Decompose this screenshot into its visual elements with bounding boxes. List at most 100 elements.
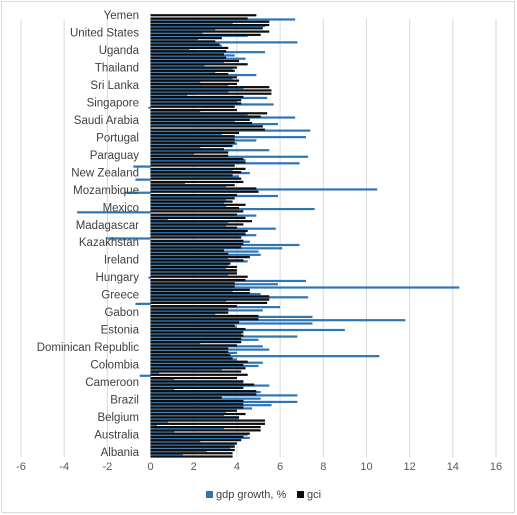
category-label: Thailand [95, 62, 139, 74]
bar-gci [150, 37, 222, 40]
bar-gci [150, 370, 242, 373]
bar-gci [150, 429, 261, 432]
bar-gci [150, 396, 222, 399]
x-tick-label: 10 [360, 461, 372, 473]
bar-gci [150, 161, 246, 164]
bar-gci [150, 122, 253, 125]
legend-label-gci: gci [307, 489, 321, 501]
bar-gci [150, 203, 246, 206]
x-tick-label: 6 [277, 461, 283, 473]
category-label: Saudi Arabia [74, 115, 140, 127]
bar-gci [150, 350, 229, 354]
x-tick-label: 2 [191, 461, 197, 473]
bar-gci [150, 301, 268, 304]
bar-gci [150, 200, 233, 203]
bar-gci [150, 148, 224, 151]
bar-gci [150, 295, 270, 298]
bar-gci [150, 72, 229, 76]
bar-gci [150, 265, 237, 269]
bar-gci [150, 259, 244, 262]
bar-gci [150, 445, 235, 448]
bar-gci [150, 102, 242, 105]
bar-gci [150, 193, 237, 197]
bar-gci [150, 305, 237, 308]
bar-gci [150, 390, 257, 393]
category-label: Hungary [96, 272, 140, 284]
bar-gci [150, 337, 242, 340]
bar-gci [150, 380, 244, 383]
bar-gci [150, 347, 229, 350]
bar-gci [150, 174, 233, 177]
bar-gci [150, 455, 233, 458]
category-labels: Albania Australia Belgium Brazil Cameroon Col… [37, 10, 140, 459]
category-label: Ireland [104, 255, 139, 267]
category-label: New Zealand [71, 167, 139, 179]
bar-gci [150, 435, 244, 439]
bar-gci [150, 412, 246, 416]
bar-gci [150, 298, 270, 301]
x-tick-label: 8 [320, 461, 326, 473]
legend-label-gdp-growth: gdp growth, % [216, 489, 287, 501]
bar-gci [150, 229, 248, 233]
bar-gci [150, 321, 240, 324]
bar-gci [150, 249, 224, 252]
bar-gci [150, 363, 244, 367]
bar-gci [150, 177, 242, 180]
bar-gci [150, 213, 237, 216]
bar-gci [150, 216, 246, 220]
bar-gci [150, 324, 235, 327]
bar-gdp-growth [77, 211, 151, 214]
bar-gdp-growth [150, 328, 345, 332]
category-label: Singapore [87, 97, 139, 109]
bar-gci [150, 220, 253, 223]
bar-gci [150, 357, 233, 360]
bar-gci [150, 403, 244, 406]
legend-swatch-gci [297, 491, 304, 498]
bar-gci [150, 360, 248, 363]
x-tick-label: -4 [59, 461, 69, 473]
bar-gdp-growth [133, 165, 151, 168]
category-label: Colombia [90, 360, 139, 372]
bar-gci [150, 66, 237, 69]
bar-gci [150, 239, 244, 242]
bar-gci [150, 89, 272, 92]
bar-gdp-growth [150, 286, 460, 289]
bar-gci [150, 376, 237, 380]
bar-gci [150, 197, 235, 200]
x-tick-label: 16 [490, 461, 502, 473]
bar-gdp-growth [107, 237, 151, 240]
bar-gci [150, 69, 235, 72]
bar-gdp-growth [124, 191, 151, 194]
bar-gci [150, 138, 235, 141]
bar-gci [150, 86, 270, 89]
bar-gci [150, 118, 250, 121]
bar-gci [150, 30, 270, 33]
category-label: Mexico [103, 202, 139, 214]
bar-gci [150, 327, 246, 331]
bar-gci [150, 419, 265, 422]
bar-gci [150, 406, 244, 409]
category-label: Australia [94, 430, 139, 442]
bar-gci [150, 383, 255, 386]
bar-gci [150, 43, 220, 46]
bar-gci [150, 56, 227, 59]
bar-gci [150, 256, 250, 259]
category-label: Albania [101, 447, 140, 459]
bar-gci [150, 180, 244, 184]
category-label: Dominican Republic [37, 342, 140, 354]
bar-gci [150, 373, 248, 376]
bar-gci [150, 151, 229, 154]
bar-gci [150, 59, 240, 63]
bar-gci [150, 144, 233, 148]
bar-gci [150, 399, 244, 403]
x-tick-label: -6 [16, 461, 26, 473]
bar-gci [150, 246, 242, 249]
bar-gdp-growth [139, 374, 151, 377]
bar-gci [150, 393, 257, 396]
bar-gci [150, 262, 231, 265]
category-label: Sri Lanka [90, 80, 139, 92]
bar-gdp-growth [135, 302, 151, 305]
bar-gdp-growth [150, 41, 298, 44]
bar-gci [150, 269, 237, 272]
